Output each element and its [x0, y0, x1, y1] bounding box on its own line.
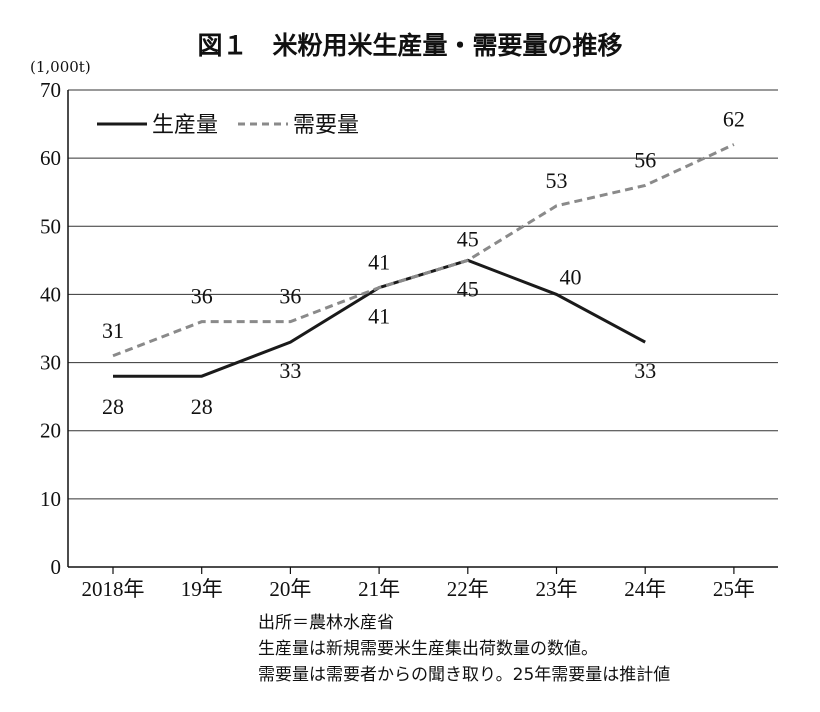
data-label-production: 33 [634, 358, 656, 383]
x-tick-label: 22年 [447, 577, 489, 601]
x-tick-label: 2018年 [82, 577, 145, 601]
y-tick-label: 70 [40, 78, 61, 102]
data-label-demand: 62 [723, 107, 745, 132]
chart-title: 図１ 米粉用米生産量・需要量の推移 [197, 31, 622, 60]
y-tick-label: 10 [40, 487, 61, 511]
x-tick-label: 23年 [536, 577, 578, 601]
legend: 生産量 需要量 [97, 113, 359, 138]
x-tick-label: 20年 [269, 577, 311, 601]
legend-label-demand: 需要量 [293, 113, 359, 138]
y-tick-label: 50 [40, 214, 61, 238]
data-label-demand: 53 [546, 168, 568, 193]
y-tick-label: 0 [51, 555, 62, 579]
y-tick-label: 40 [40, 282, 61, 306]
x-tick-label: 25年 [713, 577, 755, 601]
y-tick-label: 30 [40, 351, 61, 375]
x-tick-label: 24年 [624, 577, 666, 601]
source-note: 出所＝農林水産省 [258, 613, 394, 633]
data-label-demand: 31 [102, 318, 124, 343]
y-axis-unit: (1,000t) [30, 58, 91, 76]
data-label-demand: 36 [279, 284, 301, 309]
data-label-production: 41 [368, 304, 390, 329]
data-label-production: 28 [102, 394, 124, 419]
data-label-demand: 56 [634, 147, 656, 172]
y-tick-label: 60 [40, 146, 61, 170]
data-label-demand: 36 [191, 284, 213, 309]
data-label-production: 28 [191, 394, 213, 419]
x-tick-label: 19年 [181, 577, 223, 601]
production-note: 生産量は新規需要米生産集出荷数量の数値。 [258, 639, 598, 659]
legend-label-production: 生産量 [152, 113, 218, 138]
data-label-production: 45 [457, 276, 479, 301]
series-line-demand [112, 143, 735, 358]
data-label-production: 40 [560, 264, 582, 289]
data-label-production: 33 [279, 358, 301, 383]
y-tick-label: 20 [40, 419, 61, 443]
data-label-demand: 41 [368, 250, 390, 275]
demand-note: 需要量は需要者からの聞き取り。25年需要量は推計値 [258, 665, 670, 685]
data-label-demand: 45 [457, 226, 479, 251]
x-tick-label: 21年 [358, 577, 400, 601]
